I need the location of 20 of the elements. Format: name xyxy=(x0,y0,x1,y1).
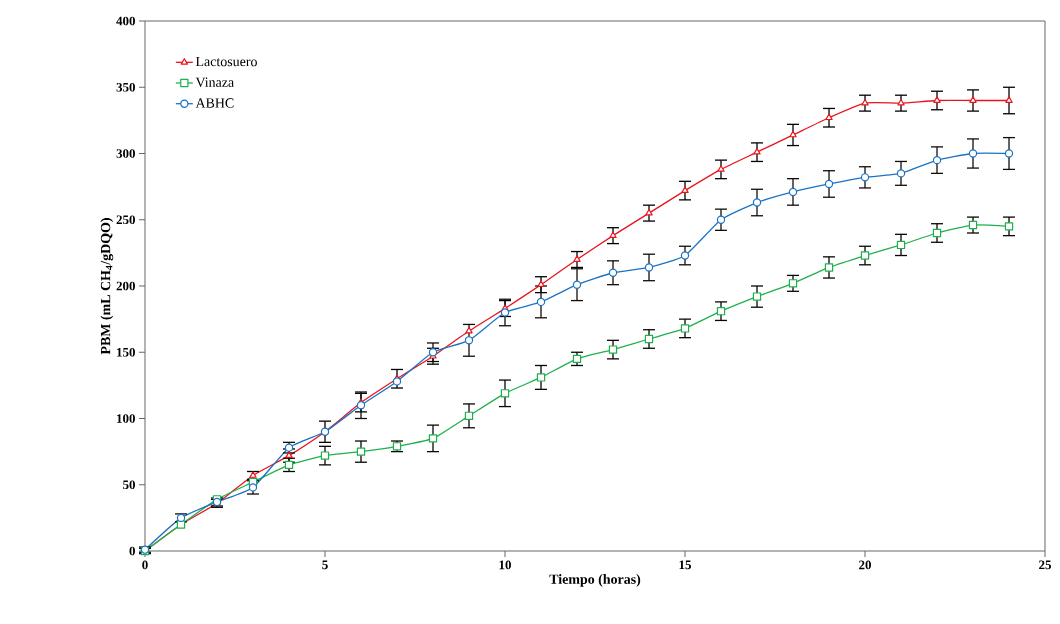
y-tick-label: 200 xyxy=(116,281,135,291)
x-tick-label: 10 xyxy=(499,560,511,570)
x-tick-label: 5 xyxy=(322,560,328,570)
legend-label: ABHC xyxy=(195,98,234,108)
y-axis-title: PBM (mL CH$_{4}$/gDQO) xyxy=(100,218,114,355)
y-tick-label: 100 xyxy=(117,414,135,423)
x-tick-label: 20 xyxy=(859,560,871,570)
y-tick-label: 50 xyxy=(123,480,135,490)
y-tick-label: 350 xyxy=(116,82,135,92)
x-tick-label: 15 xyxy=(679,560,692,570)
x-axis-title: Tiempo (horas) xyxy=(549,574,641,587)
x-tick-label: 0 xyxy=(142,560,148,570)
y-tick-label: 250 xyxy=(116,215,135,225)
x-tick-label: 25 xyxy=(1039,560,1052,570)
legend-label: Lactosuero xyxy=(195,56,257,67)
y-tick-label: 0 xyxy=(129,546,135,556)
legend-label: Vinaza xyxy=(195,77,234,88)
y-tick-label: 150 xyxy=(117,347,135,357)
y-tick-label: 400 xyxy=(116,16,135,26)
y-tick-label: 300 xyxy=(116,149,135,158)
